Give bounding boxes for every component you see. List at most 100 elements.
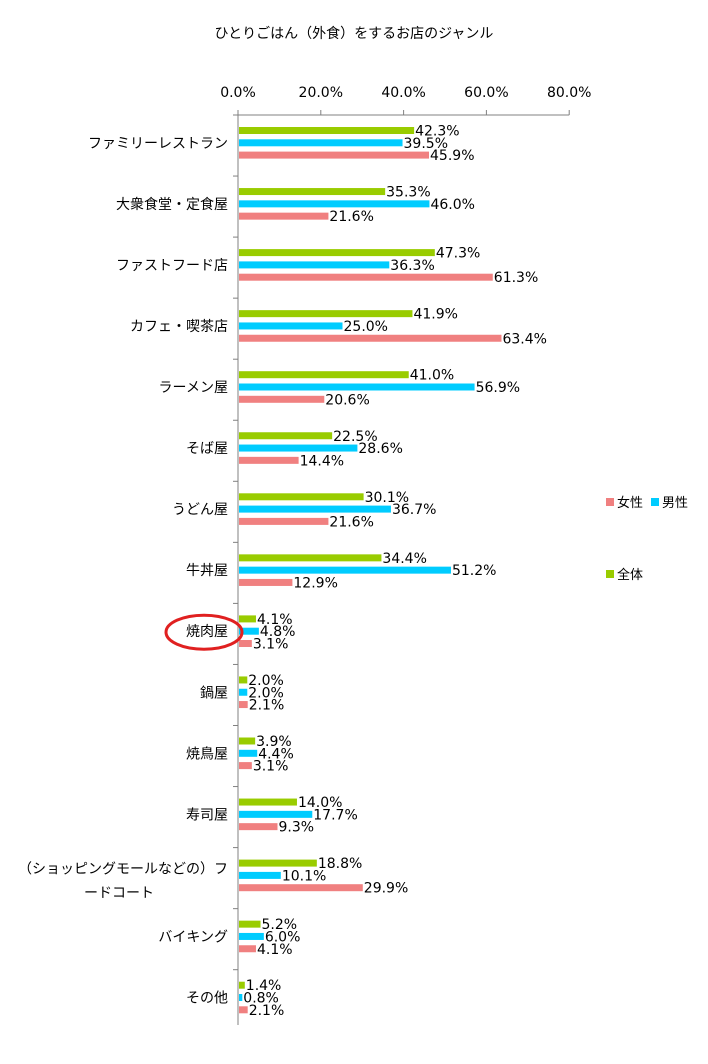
data-label: 35.3%	[386, 185, 430, 201]
data-label: 25.0%	[344, 319, 388, 335]
bar-女性	[239, 212, 329, 220]
data-label: 20.6%	[325, 392, 369, 408]
category-label-text: 焼鳥屋	[186, 746, 228, 762]
data-label: 28.6%	[358, 441, 402, 457]
chart-title: ひとりごはん（外食）をするお店のジャンル	[215, 25, 494, 42]
bar-全体	[239, 920, 261, 928]
bar-全体	[239, 554, 382, 562]
category-label: 焼肉屋	[186, 624, 228, 640]
category-label-text: 焼肉屋	[186, 624, 228, 640]
bar-女性	[239, 945, 256, 953]
category-label: ファストフード店	[116, 258, 228, 274]
category-label: 鍋屋	[200, 685, 228, 701]
category-label: バイキング	[158, 929, 228, 945]
bar-全体	[239, 493, 364, 501]
legend-swatch	[606, 498, 614, 506]
bar-全体	[239, 981, 245, 989]
data-label: 36.3%	[390, 258, 434, 274]
bar-女性	[239, 823, 278, 831]
category-label-text: カフェ・喫茶店	[130, 319, 228, 335]
highlight	[164, 613, 244, 651]
bar-全体	[239, 310, 413, 318]
category-label: 寿司屋	[186, 806, 228, 823]
bar-女性	[239, 578, 293, 586]
data-label: 2.0%	[248, 673, 284, 689]
data-label: 10.1%	[282, 868, 326, 884]
category-label: 焼鳥屋	[186, 746, 228, 762]
data-label: 14.4%	[300, 453, 344, 469]
data-label: 34.4%	[382, 551, 426, 567]
bar-男性	[239, 261, 390, 269]
data-label: 6.0%	[265, 929, 301, 945]
bar-女性	[239, 395, 325, 403]
bar-男性	[239, 994, 243, 1001]
category-label: カフェ・喫茶店	[130, 319, 228, 335]
bar-全体	[239, 249, 435, 257]
data-label: 0.8%	[243, 991, 279, 1007]
category-label: そば屋	[186, 441, 228, 457]
category-label: ファミリーレストラン	[88, 136, 228, 152]
data-label: 4.8%	[260, 624, 296, 640]
bar-男性	[239, 139, 403, 147]
bar-全体	[239, 737, 256, 745]
bar-男性	[239, 810, 313, 818]
data-label: 47.3%	[436, 246, 480, 262]
data-label: 21.6%	[329, 514, 373, 530]
bar-男性	[239, 200, 430, 208]
data-label: 4.4%	[258, 746, 294, 762]
bar-女性	[239, 456, 299, 464]
x-tick-label: 0.0%	[220, 85, 256, 101]
data-label: 2.1%	[249, 698, 285, 714]
bar-全体	[239, 188, 386, 196]
bar-全体	[239, 371, 409, 379]
data-label: 2.1%	[249, 1003, 285, 1019]
category-label-line: ードコート	[84, 885, 154, 901]
category-label-text: 牛丼屋	[186, 563, 228, 579]
category-label-text: うどん屋	[172, 502, 228, 518]
category-label-text: ファストフード店	[116, 258, 228, 274]
bar-男性	[239, 871, 281, 879]
bar-男性	[239, 322, 343, 330]
category-label-text: ファミリーレストラン	[88, 136, 228, 152]
category-label-text: そば屋	[186, 441, 228, 457]
bar-女性	[239, 640, 252, 647]
data-labels: 42.3%39.5%45.9% 35.3%46.0% 21.6% 47.3%36.3%…	[243, 124, 547, 1019]
bar-男性	[239, 505, 391, 513]
data-label: 4.1%	[257, 612, 293, 628]
data-label: 56.9%	[476, 380, 520, 396]
data-label: 61.3%	[494, 270, 538, 286]
bar-全体	[239, 798, 297, 806]
data-label: 41.0%	[410, 368, 454, 384]
data-label: 3.1%	[253, 637, 289, 653]
data-label: 63.4%	[502, 331, 546, 347]
data-label: 4.1%	[257, 942, 293, 958]
bar-全体	[239, 615, 256, 623]
bar-女性	[239, 334, 502, 342]
data-label: 22.5%	[333, 429, 377, 445]
bar-女性	[239, 701, 248, 709]
category-label: うどん屋	[172, 502, 228, 518]
legend-swatch	[606, 570, 614, 578]
bar-女性	[239, 884, 363, 892]
data-label: 45.9%	[430, 148, 474, 164]
bar-男性	[239, 444, 358, 452]
category-label-text: 鍋屋	[200, 685, 228, 701]
data-label: 18.8%	[318, 856, 362, 872]
bar-男性	[239, 566, 451, 574]
data-label: 42.3%	[415, 124, 459, 140]
data-label: 14.0%	[298, 795, 342, 811]
data-label: 1.4%	[246, 978, 282, 994]
bar-女性	[239, 762, 252, 770]
data-label: 3.9%	[256, 734, 292, 750]
category-labels: ファミリーレストラン大衆食堂・定食屋ファストフード店カフェ・喫茶店ラーメン屋そば…	[18, 136, 228, 1007]
data-label: 39.5%	[404, 136, 448, 152]
bar-女性	[239, 151, 430, 159]
legend-swatch	[651, 498, 659, 506]
category-label-text: 大衆食堂・定食屋	[116, 196, 228, 213]
legend-item: 全体	[606, 567, 643, 583]
data-label: 29.9%	[364, 881, 408, 897]
data-label: 5.2%	[262, 917, 298, 933]
category-label: 大衆食堂・定食屋	[116, 196, 228, 213]
